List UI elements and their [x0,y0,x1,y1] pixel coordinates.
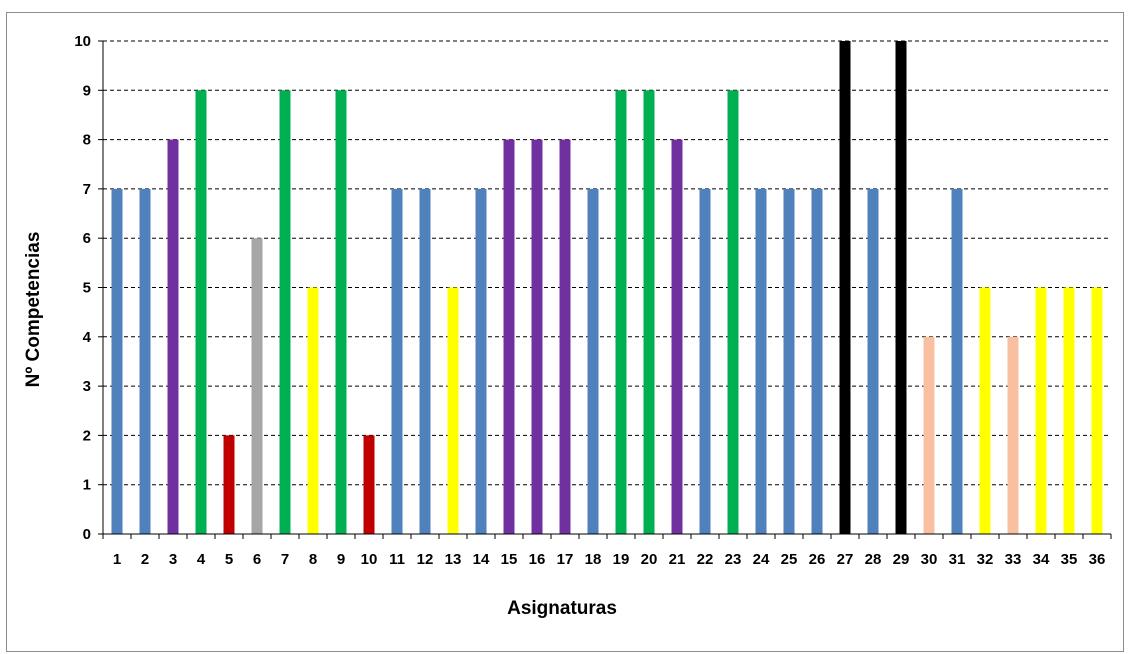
bar [1007,336,1019,534]
x-tick-label: 4 [197,551,206,568]
bar [811,188,823,534]
y-axis-title: Nº Competencias [23,232,44,388]
bars [111,41,1103,535]
bar [587,188,599,534]
x-tick-label: 12 [417,551,434,568]
bar [671,139,683,534]
x-tick-label: 24 [753,551,770,568]
bar [783,188,795,534]
bar [727,90,739,535]
x-tick-label: 10 [361,551,378,568]
bar [251,238,263,534]
y-tick-label: 10 [74,33,91,50]
x-tick-label: 22 [697,551,714,568]
bar [475,188,487,534]
x-tick-label: 21 [669,551,686,568]
x-tick-label: 14 [473,551,490,568]
chart-frame: 0 1 2 3 4 5 6 7 8 9 10 1 2 3 4 5 6 7 8 9 10 11 12 13 14 15 16 17 18… [6,12,1124,652]
x-tick-label: 5 [225,551,233,568]
bar [279,90,291,535]
bar [531,139,543,534]
bar [839,41,851,534]
x-tick-label: 6 [253,551,261,568]
x-tick-label: 2 [141,551,149,568]
x-tick-label: 34 [1033,551,1050,568]
y-tick-label: 6 [83,230,91,247]
y-tick-label: 4 [83,329,92,346]
x-tick-label: 27 [837,551,854,568]
y-tick-label: 5 [83,280,91,297]
y-tick-labels: 0 1 2 3 4 5 6 7 8 9 10 [74,33,103,543]
bar [447,287,459,534]
y-tick-label: 7 [83,181,91,198]
bar [223,435,235,534]
bar [559,139,571,534]
bar [1063,287,1075,534]
gridlines [103,40,1111,486]
x-tick-label: 25 [781,551,798,568]
x-tick-label: 1 [113,551,121,568]
x-tick-label: 30 [921,551,938,568]
x-tick-label: 28 [865,551,882,568]
bar [979,287,991,534]
bar [167,139,179,534]
bar [923,336,935,534]
y-tick-label: 1 [83,477,91,494]
x-tick-label: 9 [337,551,345,568]
bar [755,188,767,534]
x-tick-label: 7 [281,551,289,568]
bar [1035,287,1047,534]
y-tick-label: 0 [83,526,91,543]
x-tick-label: 35 [1061,551,1078,568]
x-tick-label: 36 [1089,551,1106,568]
x-tick-label: 3 [169,551,177,568]
x-tick-label: 13 [445,551,462,568]
y-tick-label: 8 [83,132,91,149]
bar [643,90,655,535]
x-tick-label: 23 [725,551,742,568]
bar [895,41,907,534]
bar [615,90,627,535]
bar [699,188,711,534]
x-tick-label: 11 [389,551,405,568]
x-tick-label: 17 [557,551,574,568]
x-tick-label: 20 [641,551,658,568]
x-tick-labels: 1 2 3 4 5 6 7 8 9 10 11 12 13 14 15 16 17 18 19 20 21 22 23 24 2… [102,534,1112,568]
bar [363,435,375,534]
bar [1091,287,1103,534]
bar [139,188,151,534]
bar [195,90,207,535]
bar [419,188,431,534]
x-tick-label: 8 [309,551,317,568]
x-tick-label: 33 [1005,551,1022,568]
x-tick-label: 15 [501,551,518,568]
x-tick-label: 32 [977,551,994,568]
bar [307,287,319,534]
x-axis-title: Asignaturas [507,598,617,619]
x-tick-label: 16 [529,551,546,568]
x-tick-label: 29 [893,551,910,568]
bar [951,188,963,534]
x-tick-label: 31 [949,551,966,568]
bar [111,188,123,534]
y-tick-label: 2 [83,427,91,444]
x-tick-label: 18 [585,551,602,568]
x-tick-label: 19 [613,551,630,568]
bar [335,90,347,535]
x-tick-label: 26 [809,551,826,568]
bar [503,139,515,534]
bar [867,188,879,534]
y-tick-label: 3 [83,378,91,395]
bar [391,188,403,534]
y-tick-label: 9 [83,82,91,99]
